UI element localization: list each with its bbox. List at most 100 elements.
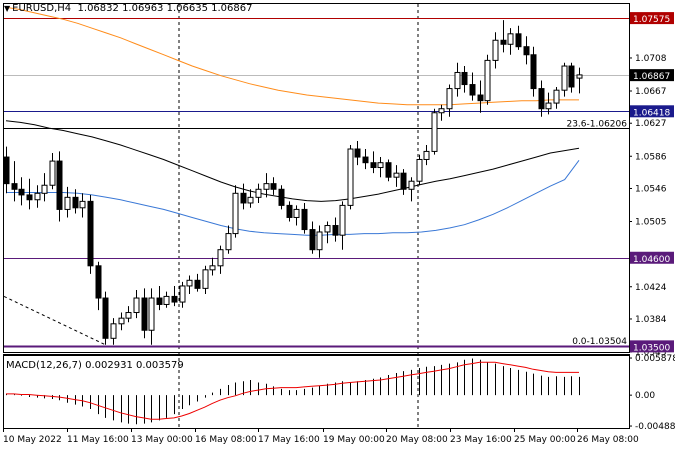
candle-body-bear xyxy=(72,196,79,209)
candle xyxy=(141,288,148,339)
candle xyxy=(492,32,499,69)
candle xyxy=(11,161,18,202)
candle xyxy=(179,281,186,308)
candle-body-bear xyxy=(11,183,18,190)
candle-body-bull xyxy=(263,183,270,190)
time-tick-label: 20 May 08:00 xyxy=(386,435,448,445)
candle xyxy=(561,62,568,97)
macd-tick-label: 0.005878 xyxy=(635,354,675,364)
time-tick-label: 13 May 00:00 xyxy=(131,435,193,445)
candle xyxy=(484,54,491,105)
candle-body-bear xyxy=(354,148,361,158)
candle xyxy=(545,92,552,115)
candle-body-bear xyxy=(240,192,247,204)
candle-body-bull xyxy=(438,108,445,114)
candle-body-bear xyxy=(362,156,369,164)
candle-body-bull xyxy=(545,102,552,110)
candle-body-bull xyxy=(393,172,400,178)
candle-body-bear xyxy=(538,88,545,110)
candle xyxy=(500,20,507,53)
candle xyxy=(263,173,270,198)
candle-body-bear xyxy=(56,160,63,210)
candle xyxy=(163,291,170,308)
candle-body-bull xyxy=(49,160,56,186)
candle xyxy=(79,193,86,218)
candle xyxy=(278,185,285,210)
candle-body-bull xyxy=(492,39,499,61)
time-tick-label: 17 May 16:00 xyxy=(258,435,320,445)
candle xyxy=(377,157,384,178)
candle-body-bull xyxy=(41,184,48,194)
level-price-tag: 1.07575 xyxy=(633,15,670,25)
candle-body-bull xyxy=(209,265,216,271)
candle xyxy=(469,72,476,101)
candle-body-bear xyxy=(500,39,507,45)
candle-body-bear xyxy=(171,295,178,303)
candle-body-bull xyxy=(225,233,232,251)
candle-body-bull xyxy=(293,208,300,218)
candle xyxy=(18,177,25,206)
candle-body-bear xyxy=(400,172,407,190)
price-tick-label: 1.0627 xyxy=(635,119,667,129)
candle-body-bear xyxy=(309,229,316,251)
candle-body-bear xyxy=(278,188,285,206)
candle-body-bull xyxy=(507,33,514,45)
candle-body-bull xyxy=(125,312,132,319)
level-price-tag-bg xyxy=(630,340,674,353)
candle xyxy=(34,185,41,208)
time-tick-label: 16 May 08:00 xyxy=(195,435,257,445)
candle xyxy=(225,225,232,254)
candle-body-bull xyxy=(484,59,491,102)
price-tick-label: 1.0546 xyxy=(635,184,667,194)
time-tick-label: 10 May 2022 xyxy=(3,435,62,445)
candle-body-bear xyxy=(102,297,109,339)
candle xyxy=(354,140,361,166)
candle-body-bear xyxy=(87,200,94,267)
level-price-tag: 1.04600 xyxy=(633,255,670,265)
candle-body-bull xyxy=(553,89,560,104)
macd-panel-frame xyxy=(3,355,630,429)
candle-body-bear xyxy=(469,84,476,96)
candle xyxy=(553,86,560,109)
candle xyxy=(400,169,407,195)
time-tick-label: 25 May 00:00 xyxy=(514,435,576,445)
candle xyxy=(301,202,308,234)
collapse-triangle-icon[interactable]: ▼ xyxy=(4,4,11,13)
candle xyxy=(102,291,109,345)
candle xyxy=(156,285,163,311)
candle xyxy=(423,144,430,166)
candle-body-bull xyxy=(163,295,170,305)
moving-average-orange xyxy=(5,6,579,106)
current-price-tag-bg xyxy=(630,69,674,82)
candle-body-bull xyxy=(148,297,155,331)
candle xyxy=(240,183,247,210)
candle xyxy=(3,146,10,194)
candle xyxy=(247,189,254,208)
candle xyxy=(416,154,423,186)
candle xyxy=(255,183,262,203)
candle-body-bear xyxy=(270,183,277,190)
candle-body-bear xyxy=(18,188,25,196)
candle xyxy=(446,84,453,117)
candle xyxy=(507,28,514,55)
candle xyxy=(118,312,125,331)
candle xyxy=(324,221,331,244)
candle-body-bull xyxy=(416,158,423,182)
candle-body-bear xyxy=(95,265,102,299)
time-tick-label: 11 May 16:00 xyxy=(67,435,129,445)
candle xyxy=(393,165,400,187)
candle xyxy=(87,194,94,274)
candle-body-bull xyxy=(34,192,41,201)
time-tick-label: 19 May 00:00 xyxy=(323,435,385,445)
candle-body-bull xyxy=(339,204,346,236)
fib-annotation: 23.6-1.06206 xyxy=(566,119,627,129)
candle xyxy=(95,261,102,311)
candle-body-bear xyxy=(568,65,575,88)
candle-body-bull xyxy=(576,74,583,79)
candle xyxy=(148,288,155,345)
candle-body-bull xyxy=(217,249,224,267)
candle-body-bull xyxy=(79,200,86,209)
level-price-tag: 1.03500 xyxy=(633,343,670,353)
candle xyxy=(477,80,484,113)
